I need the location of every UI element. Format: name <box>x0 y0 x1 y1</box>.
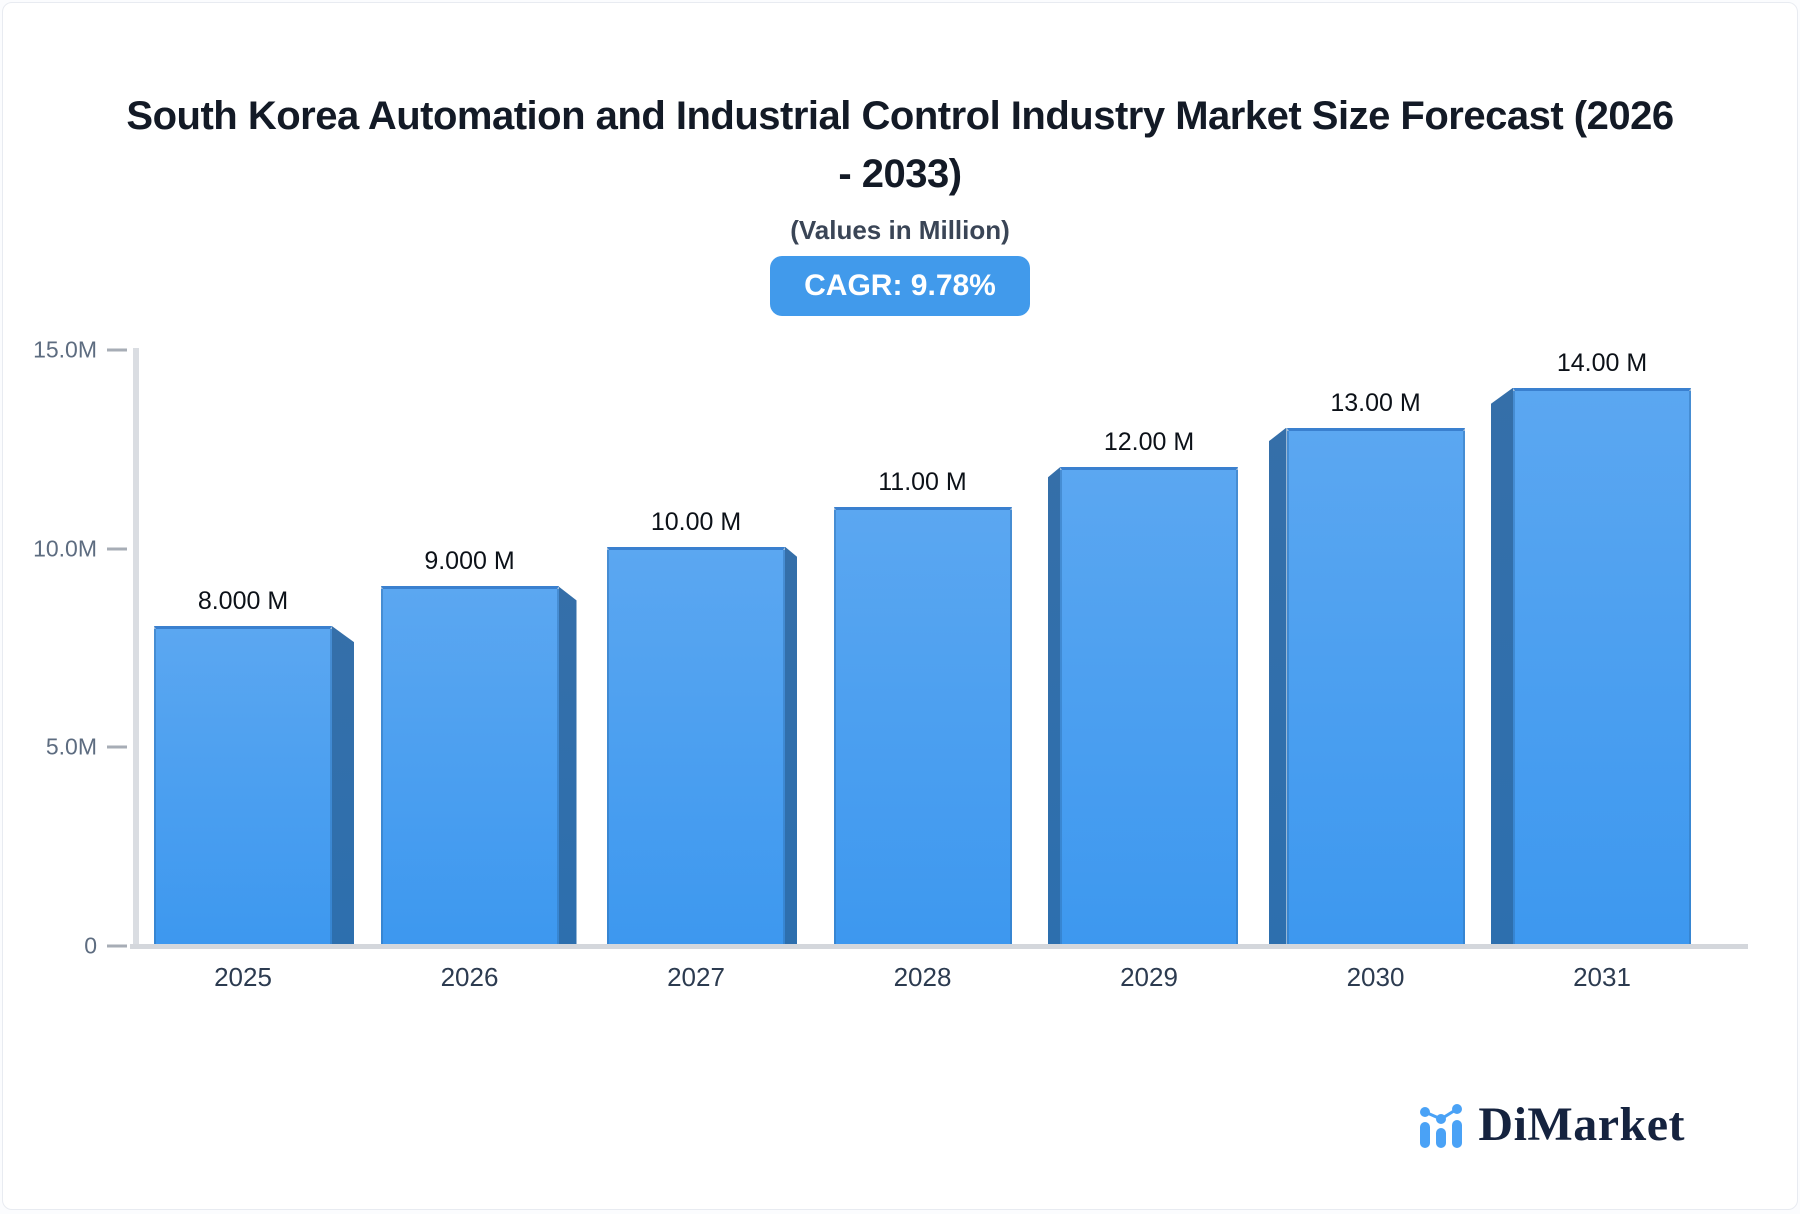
y-tick-label: 0 <box>84 932 97 959</box>
y-tick-15m: 15.0M <box>3 337 127 364</box>
x-axis-line <box>130 944 1748 949</box>
y-tick-dash <box>107 547 127 551</box>
bar-2027[interactable] <box>607 546 785 944</box>
bar-group-2031: 14.00 M 2031 <box>1491 349 1691 992</box>
bar-side-face <box>558 586 577 944</box>
y-tick-0: 0 <box>3 933 127 960</box>
chart-subtitle: (Values in Million) <box>790 215 1010 245</box>
y-tick-dash <box>107 745 127 749</box>
y-axis-line <box>133 348 139 949</box>
page-title-line2: - 2033) <box>838 152 962 196</box>
bar-value-label: 11.00 M <box>878 467 967 496</box>
cagr-badge: CAGR: 9.78% <box>770 256 1030 316</box>
y-tick-dash <box>107 348 127 352</box>
y-tick-10m: 10.0M <box>3 535 127 562</box>
bar-2029[interactable] <box>1060 467 1238 944</box>
x-tick-label: 2031 <box>1573 961 1631 992</box>
bar-value-label: 13.00 M <box>1330 388 1421 417</box>
x-tick-label: 2026 <box>440 961 499 992</box>
bar-group-2028: 11.00 M 2028 <box>833 468 1012 992</box>
y-tick-label: 5.0M <box>45 733 97 760</box>
bar-2030[interactable] <box>1286 427 1465 944</box>
bar-chart-icon <box>1420 1103 1463 1148</box>
dimarket-logo: DiMarket <box>1418 1097 1685 1152</box>
bar-group-2027: 10.00 M 2027 <box>607 508 797 992</box>
bar-value-label: 12.00 M <box>1103 428 1195 457</box>
bar-2025[interactable] <box>154 626 332 944</box>
x-tick-label: 2028 <box>893 961 952 992</box>
bar-group-2030: 13.00 M 2030 <box>1268 389 1465 992</box>
bar-group-2029: 12.00 M 2029 <box>1048 428 1238 992</box>
y-tick-label: 15.0M <box>33 336 97 363</box>
bar-side-face <box>1491 387 1513 944</box>
bar-side-face <box>1048 467 1060 944</box>
bar-side-face <box>785 546 797 944</box>
y-tick-label: 10.0M <box>33 535 97 562</box>
bar-value-label: 9.000 M <box>424 547 515 576</box>
bar-group-2026: 9.000 M 2026 <box>380 547 577 992</box>
dimarket-logo-text: DiMarket <box>1478 1098 1685 1151</box>
bar-2026[interactable] <box>380 586 559 944</box>
bar-2028[interactable] <box>833 506 1012 944</box>
x-tick-label: 2027 <box>667 961 725 992</box>
x-tick-label: 2030 <box>1346 961 1405 992</box>
y-tick-5m: 5.0M <box>3 734 127 761</box>
x-tick-label: 2025 <box>214 961 272 992</box>
y-tick-dash <box>107 944 127 948</box>
bar-value-label: 10.00 M <box>650 507 742 536</box>
bar-value-label: 8.000 M <box>197 587 289 616</box>
page-title-line1: South Korea Automation and Industrial Co… <box>126 94 1674 138</box>
bar-group-2025: 8.000 M 2025 <box>154 587 354 992</box>
page-title: South Korea Automation and Industrial Co… <box>3 87 1797 203</box>
bar-2031[interactable] <box>1513 387 1691 944</box>
bar-value-label: 14.00 M <box>1556 348 1648 377</box>
chart-header: South Korea Automation and Industrial Co… <box>3 87 1797 316</box>
bar-side-face <box>1268 427 1287 944</box>
bar-side-face <box>332 626 354 944</box>
x-tick-label: 2029 <box>1120 961 1178 992</box>
